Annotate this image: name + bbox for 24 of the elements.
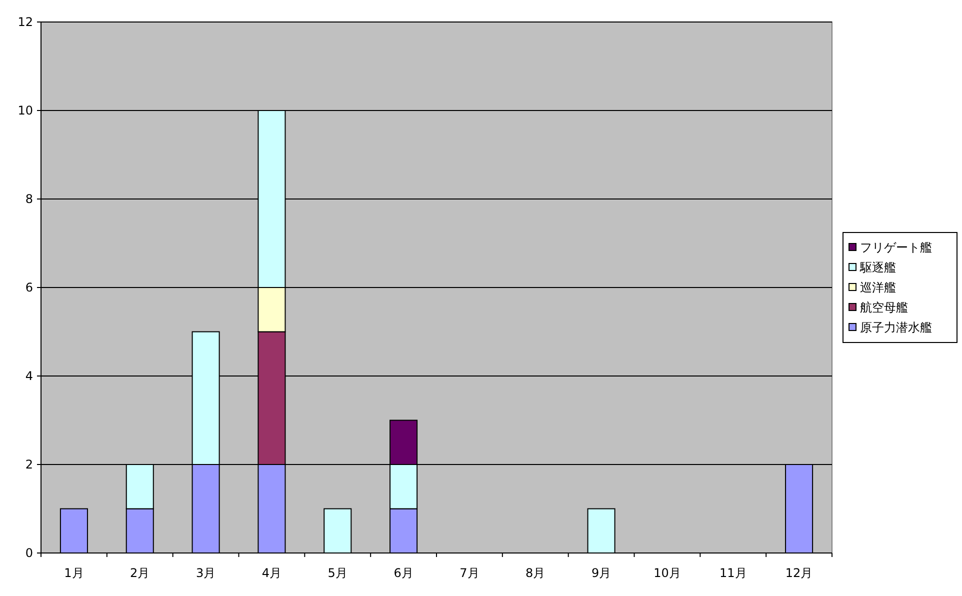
x-tick-label: 6月 — [394, 566, 414, 580]
legend-label: フリゲート艦 — [860, 240, 932, 254]
x-tick-label: 3月 — [196, 566, 216, 580]
y-tick-label: 2 — [25, 458, 33, 472]
y-tick-label: 12 — [18, 15, 33, 29]
x-tick-label: 11月 — [719, 566, 747, 580]
y-tick-label: 4 — [25, 369, 33, 383]
y-tick-label: 8 — [25, 192, 33, 206]
legend-label: 原子力潜水艦 — [860, 320, 932, 334]
x-tick-label: 12月 — [785, 566, 813, 580]
x-tick-label: 9月 — [591, 566, 612, 580]
x-tick-label: 4月 — [262, 566, 282, 580]
legend-label: 巡洋艦 — [860, 280, 896, 294]
x-tick-label: 8月 — [526, 566, 546, 580]
x-tick-label: 1月 — [64, 566, 84, 580]
x-tick-label: 2月 — [130, 566, 150, 580]
legend-label: 航空母艦 — [860, 300, 908, 314]
y-tick-label: 6 — [25, 280, 33, 294]
legend-label: 駆逐艦 — [859, 260, 896, 274]
x-tick-label: 10月 — [654, 566, 681, 580]
x-tick-label: 7月 — [460, 566, 480, 580]
y-tick-label: 0 — [25, 546, 33, 560]
y-tick-label: 10 — [18, 104, 33, 118]
x-tick-label: 5月 — [328, 566, 348, 580]
